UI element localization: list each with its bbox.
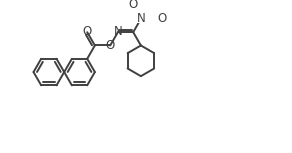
Text: N: N xyxy=(137,12,145,25)
Text: O: O xyxy=(106,39,115,52)
Text: O: O xyxy=(128,0,138,11)
Text: N: N xyxy=(114,25,122,38)
Text: O: O xyxy=(157,12,166,25)
Text: O: O xyxy=(83,25,92,38)
